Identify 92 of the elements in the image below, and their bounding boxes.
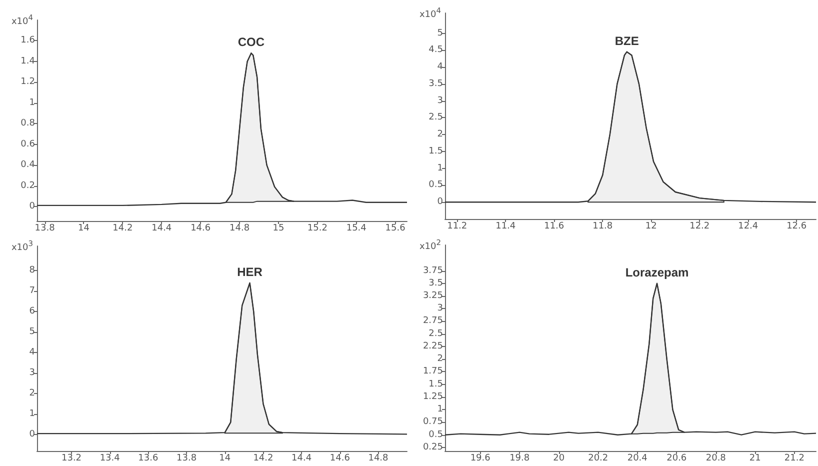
- y-tick-label: 1.25: [422, 392, 443, 402]
- y-tick-label: 1: [29, 98, 35, 108]
- line-series: [444, 51, 817, 203]
- y-tick-label: 1.5: [428, 146, 443, 156]
- y-tick-label: 3: [437, 96, 443, 106]
- x-tick-label: 15.6: [385, 224, 406, 234]
- y-tick-label: 0.75: [422, 417, 443, 428]
- y-tick-label: 0.8: [20, 118, 36, 129]
- annotation: BZE: [614, 34, 639, 48]
- annotation: Lorazepam: [625, 265, 689, 280]
- x-tick-label: 11.6: [544, 222, 564, 232]
- x-tick-label: 11.4: [496, 222, 516, 232]
- y-tick-label: 1.2: [20, 77, 35, 88]
- y-tick-label: 7: [29, 286, 35, 296]
- y-tick-label: 1.4: [20, 56, 36, 66]
- y-tick-label: 6: [29, 306, 36, 317]
- x-tick-label: 14.8: [368, 454, 389, 464]
- y-axis-title: x10$^{2}$: [419, 238, 441, 252]
- line-series: [36, 52, 408, 206]
- y-tick-label: 2.5: [428, 112, 443, 123]
- x-tick-label: 19.6: [470, 454, 491, 464]
- x-tick-label: 14.6: [330, 454, 350, 464]
- x-tick-label: 11.2: [447, 222, 468, 232]
- x-tick-label: 13.4: [100, 454, 120, 464]
- x-tick-label: 20.8: [706, 454, 726, 464]
- x-tick-label: 14.2: [112, 224, 133, 234]
- y-tick-label: 2.5: [428, 328, 443, 339]
- y-tick-label: 2: [437, 354, 443, 364]
- x-tick-label: 20.4: [627, 454, 648, 464]
- x-tick-label: 13.8: [176, 454, 197, 464]
- x-tick-label: 13.2: [61, 454, 82, 464]
- y-tick-label: 3.5: [428, 278, 443, 288]
- y-tick-label: 1.6: [20, 36, 36, 46]
- y-tick-label: 0.4: [20, 160, 36, 170]
- x-tick-label: 11.8: [592, 222, 613, 232]
- x-tick-label: 21.2: [784, 454, 804, 464]
- x-tick-label: 14.4: [152, 224, 172, 234]
- y-axis-title: x10$^{4}$: [419, 6, 441, 20]
- x-tick-label: 19.8: [510, 454, 530, 464]
- y-tick-label: 0.5: [428, 430, 443, 440]
- x-tick-label: 12.2: [690, 222, 710, 232]
- y-tick-label: 4.5: [428, 45, 443, 56]
- y-tick-label: 0.6: [20, 139, 36, 150]
- x-tick-label: 14: [219, 454, 231, 464]
- y-tick-label: 0.2: [20, 180, 35, 191]
- y-tick-label: 1.5: [428, 379, 443, 390]
- annotation: HER: [237, 264, 263, 279]
- x-tick-label: 21: [749, 454, 761, 464]
- x-tick-label: 15: [272, 224, 284, 234]
- x-tick-label: 14.8: [230, 224, 250, 234]
- y-tick-label: 2.75: [422, 316, 443, 326]
- y-tick-label: 1.75: [422, 366, 443, 377]
- y-tick-label: 0: [29, 201, 36, 212]
- y-axis-title: x10$^{3}$: [11, 239, 33, 253]
- y-tick-label: 4: [437, 62, 444, 72]
- x-tick-label: 12: [645, 222, 657, 232]
- x-tick-label: 20.2: [588, 454, 608, 464]
- y-tick-label: 3.5: [428, 78, 443, 89]
- y-tick-label: 3: [437, 304, 443, 314]
- y-tick-label: 8: [29, 266, 36, 276]
- x-tick-label: 14.4: [292, 454, 312, 464]
- y-axis-title: x10$^{4}$: [11, 13, 33, 27]
- x-tick-label: 15.4: [346, 224, 367, 234]
- y-tick-label: 1: [437, 404, 443, 415]
- y-tick-label: 3: [29, 368, 35, 378]
- x-tick-label: 12.4: [738, 222, 758, 232]
- y-tick-label: 0.25: [422, 442, 443, 452]
- y-tick-label: 2.25: [422, 341, 443, 352]
- x-tick-label: 14: [78, 224, 90, 234]
- x-tick-label: 12.6: [786, 222, 807, 232]
- x-tick-label: 13.8: [34, 224, 56, 234]
- x-tick-label: 14.2: [253, 454, 274, 464]
- y-tick-label: 3.75: [422, 266, 443, 276]
- x-tick-label: 20: [553, 454, 565, 464]
- y-tick-label: 0.5: [428, 180, 443, 190]
- y-tick-label: 0: [437, 197, 444, 208]
- x-tick-label: 14.6: [190, 224, 211, 234]
- x-tick-label: 15.2: [307, 224, 328, 234]
- line-series: [36, 282, 408, 435]
- y-tick-label: 0: [29, 430, 36, 440]
- y-tick-label: 5: [29, 327, 35, 338]
- y-tick-label: 2: [29, 388, 35, 399]
- y-tick-label: 2: [437, 130, 443, 140]
- y-tick-label: 5: [437, 28, 443, 38]
- line-series: [444, 282, 817, 436]
- y-tick-label: 4: [29, 348, 36, 358]
- x-tick-label: 20.6: [666, 454, 687, 464]
- x-tick-label: 13.6: [138, 454, 158, 464]
- y-tick-label: 1: [437, 163, 443, 174]
- annotation: COC: [238, 35, 265, 50]
- y-tick-label: 3.25: [422, 290, 443, 301]
- y-tick-label: 1: [29, 409, 35, 420]
